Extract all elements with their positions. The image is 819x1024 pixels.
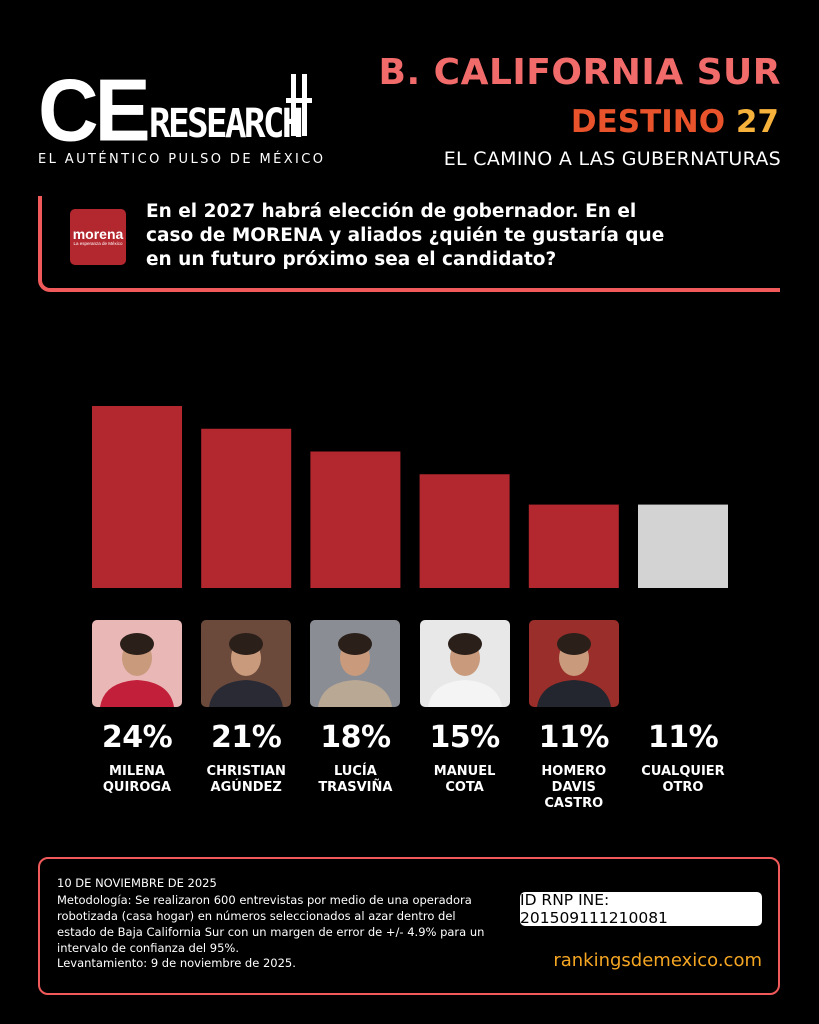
candidate-name-6: CUALQUIER OTRO bbox=[641, 764, 725, 795]
candidate-photo-2 bbox=[201, 620, 292, 707]
bar-2 bbox=[201, 428, 292, 588]
survey-date: Levantamiento: 9 de noviembre de 2025. bbox=[57, 956, 296, 970]
rnp-badge: ID RNP INE: 201509111210081 bbox=[520, 891, 762, 927]
candidate-name-3: LUCÍA TRASVIÑA bbox=[318, 764, 393, 795]
candidate-photo-1 bbox=[92, 620, 182, 707]
bar-1 bbox=[92, 406, 182, 588]
series-description: EL CAMINO A LAS GUBERNATURAS bbox=[443, 148, 781, 170]
logo-hash-icon bbox=[286, 74, 312, 136]
value-label-1: 24% bbox=[101, 720, 173, 755]
person-silhouette-icon bbox=[427, 633, 502, 707]
bar-3 bbox=[310, 451, 401, 588]
bar-5 bbox=[528, 504, 619, 588]
value-label-3: 18% bbox=[320, 720, 391, 755]
state-title: B. CALIFORNIA SUR bbox=[378, 52, 781, 93]
question-frame bbox=[38, 196, 780, 292]
candidate-name-2: CHRISTIAN AGÚNDEZ bbox=[206, 764, 286, 795]
bar-6 bbox=[638, 504, 728, 588]
logo-ce-text: CE bbox=[38, 60, 151, 160]
candidate-name-5: HOMERO DAVIS CASTRO bbox=[541, 764, 607, 811]
morena-logo-slogan: La esperanza de México bbox=[73, 241, 123, 246]
value-label-5: 11% bbox=[538, 720, 610, 755]
morena-logo: morena La esperanza de México bbox=[70, 209, 126, 265]
series-subtitle: DESTINO 27 bbox=[571, 104, 779, 140]
brand-tagline: EL AUTÉNTICO PULSO DE MÉXICO bbox=[38, 152, 326, 167]
logo-research-text: RESEARCH bbox=[148, 101, 303, 147]
person-silhouette-icon bbox=[209, 633, 284, 707]
person-silhouette-icon bbox=[536, 633, 611, 707]
survey-question: En el 2027 habrá elección de gobernador.… bbox=[146, 201, 665, 270]
methodology-box bbox=[38, 857, 780, 995]
value-label-2: 21% bbox=[211, 720, 282, 755]
person-silhouette-icon bbox=[100, 633, 174, 707]
value-label-4: 15% bbox=[429, 720, 500, 755]
bar-4 bbox=[419, 474, 510, 588]
subtitle-number: 27 bbox=[735, 104, 779, 140]
website-link[interactable]: rankingsdemexico.com bbox=[553, 950, 762, 971]
person-silhouette-icon bbox=[318, 633, 393, 707]
footer-date: 10 DE NOVIEMBRE DE 2025 bbox=[57, 876, 217, 890]
candidate-photo-5 bbox=[528, 620, 619, 707]
candidate-photo-4 bbox=[419, 620, 510, 707]
value-label-6: 11% bbox=[647, 720, 719, 755]
subtitle-word: DESTINO bbox=[570, 104, 726, 140]
candidate-name-4: MANUEL COTA bbox=[433, 764, 496, 795]
brand-logo: CE RESEARCH bbox=[38, 60, 317, 160]
methodology-text: Metodología: Se realizaron 600 entrevist… bbox=[57, 893, 485, 955]
candidate-photo-3 bbox=[310, 620, 401, 707]
morena-logo-name: morena bbox=[72, 226, 124, 242]
candidate-name-1: MILENA QUIROGA bbox=[102, 764, 172, 795]
